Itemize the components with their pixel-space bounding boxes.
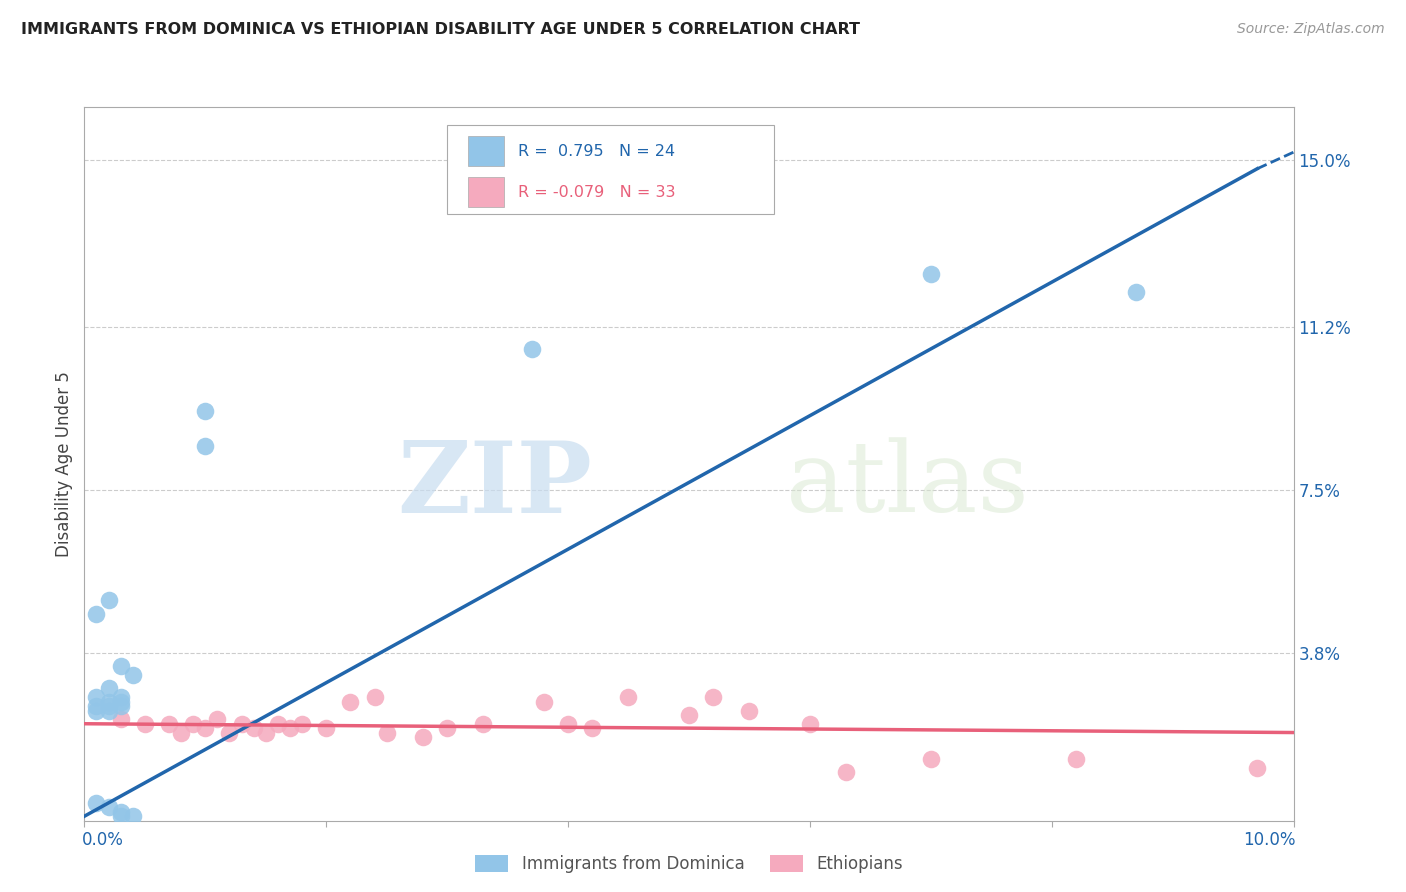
Point bbox=[267, 716, 290, 731]
Point bbox=[110, 695, 132, 709]
Point bbox=[617, 690, 640, 705]
FancyBboxPatch shape bbox=[468, 136, 503, 167]
Text: 10.0%: 10.0% bbox=[1243, 830, 1296, 848]
Point bbox=[170, 725, 193, 739]
Point bbox=[799, 716, 821, 731]
Point bbox=[520, 343, 543, 357]
Point bbox=[194, 404, 217, 418]
Point bbox=[254, 725, 277, 739]
Point bbox=[315, 721, 337, 735]
Point bbox=[920, 268, 942, 282]
Point bbox=[339, 695, 361, 709]
Point bbox=[97, 695, 120, 709]
Point bbox=[86, 607, 108, 621]
Point bbox=[110, 809, 132, 823]
Point bbox=[412, 730, 434, 744]
Point bbox=[194, 721, 217, 735]
Point bbox=[581, 721, 603, 735]
Legend: Immigrants from Dominica, Ethiopians: Immigrants from Dominica, Ethiopians bbox=[468, 848, 910, 880]
Point bbox=[678, 707, 700, 722]
Point bbox=[920, 752, 942, 766]
Text: R = -0.079   N = 33: R = -0.079 N = 33 bbox=[519, 185, 676, 200]
Point bbox=[835, 765, 858, 780]
Point bbox=[472, 716, 495, 731]
Point bbox=[86, 796, 108, 810]
Point bbox=[121, 809, 143, 823]
Point bbox=[194, 439, 217, 453]
Point bbox=[218, 725, 240, 739]
Point bbox=[738, 704, 761, 718]
Point bbox=[1064, 752, 1087, 766]
Point bbox=[110, 699, 132, 714]
Text: atlas: atlas bbox=[786, 437, 1028, 533]
Point bbox=[557, 716, 579, 731]
Point bbox=[1125, 285, 1147, 299]
Point bbox=[157, 716, 180, 731]
Point bbox=[242, 721, 264, 735]
Point bbox=[97, 704, 120, 718]
Point bbox=[110, 712, 132, 726]
Point bbox=[702, 690, 724, 705]
Point bbox=[121, 668, 143, 682]
Point bbox=[86, 699, 108, 714]
Point bbox=[97, 800, 120, 814]
Y-axis label: Disability Age Under 5: Disability Age Under 5 bbox=[55, 371, 73, 557]
Text: Source: ZipAtlas.com: Source: ZipAtlas.com bbox=[1237, 22, 1385, 37]
Point bbox=[97, 699, 120, 714]
Point bbox=[110, 659, 132, 673]
Point bbox=[97, 681, 120, 696]
Point bbox=[291, 716, 314, 731]
Text: R =  0.795   N = 24: R = 0.795 N = 24 bbox=[519, 144, 675, 159]
Point bbox=[375, 725, 398, 739]
FancyBboxPatch shape bbox=[447, 125, 773, 214]
Point bbox=[97, 593, 120, 607]
Point bbox=[134, 716, 156, 731]
Point bbox=[110, 805, 132, 819]
Text: ZIP: ZIP bbox=[398, 437, 592, 533]
Point bbox=[363, 690, 385, 705]
Point bbox=[207, 712, 229, 726]
Point bbox=[278, 721, 301, 735]
FancyBboxPatch shape bbox=[468, 178, 503, 208]
Point bbox=[110, 690, 132, 705]
Point bbox=[533, 695, 555, 709]
Point bbox=[86, 704, 108, 718]
Point bbox=[231, 716, 253, 731]
Point bbox=[181, 716, 204, 731]
Point bbox=[86, 690, 108, 705]
Point bbox=[1246, 761, 1268, 775]
Text: IMMIGRANTS FROM DOMINICA VS ETHIOPIAN DISABILITY AGE UNDER 5 CORRELATION CHART: IMMIGRANTS FROM DOMINICA VS ETHIOPIAN DI… bbox=[21, 22, 860, 37]
Point bbox=[436, 721, 458, 735]
Text: 0.0%: 0.0% bbox=[82, 830, 124, 848]
